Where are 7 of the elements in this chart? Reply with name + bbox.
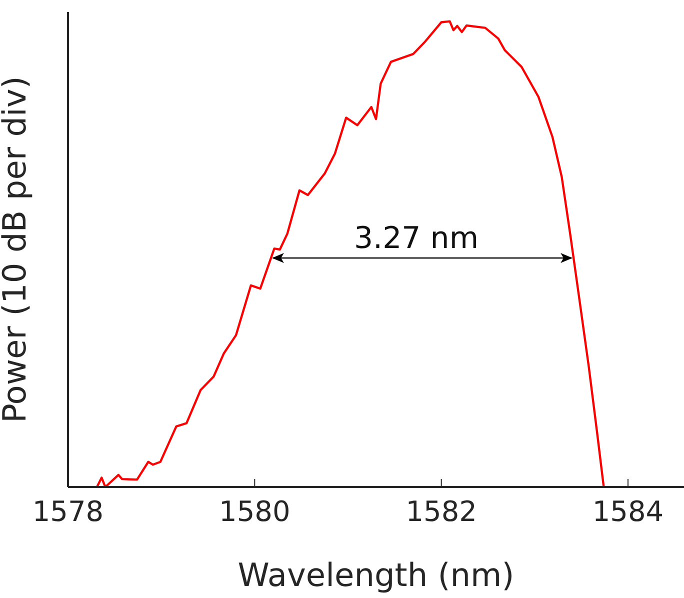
- y-axis-title: Power (10 dB per div): [0, 76, 34, 423]
- x-tick-label: 1582: [406, 494, 477, 528]
- x-axis-title: Wavelength (nm): [238, 556, 514, 594]
- x-tick-label: 1578: [32, 494, 104, 528]
- x-tick-label: 1580: [219, 494, 290, 528]
- annotation: 3.27 nm: [354, 221, 479, 256]
- x-tick-label: 1584: [592, 494, 664, 528]
